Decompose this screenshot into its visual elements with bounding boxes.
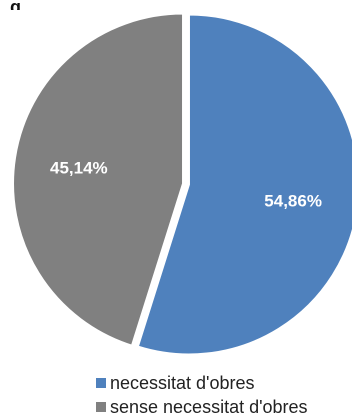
pie-data-label-1: 45,14% [50,159,108,178]
legend-label-sense-necessitat-obres: sense necessitat d'obres [110,397,308,417]
pie-slices [12,12,352,356]
chart-legend: necessitat d'obres sense necessitat d'ob… [96,372,308,420]
pie-data-label-0: 54,86% [264,191,322,210]
pie-slice-1 [12,12,185,347]
legend-label-necessitat-obres: necessitat d'obres [110,373,255,393]
chart-title-fragment: g [10,0,21,10]
pie-data-labels: 54,86% 45,14% [50,159,322,211]
pie-slice-0 [136,13,352,356]
legend-swatch-necessitat-obres [96,378,106,388]
legend-item-necessitat-obres: necessitat d'obres [96,372,308,394]
legend-swatch-sense-necessitat-obres [96,402,106,412]
legend-item-sense-necessitat-obres: sense necessitat d'obres [96,396,308,418]
